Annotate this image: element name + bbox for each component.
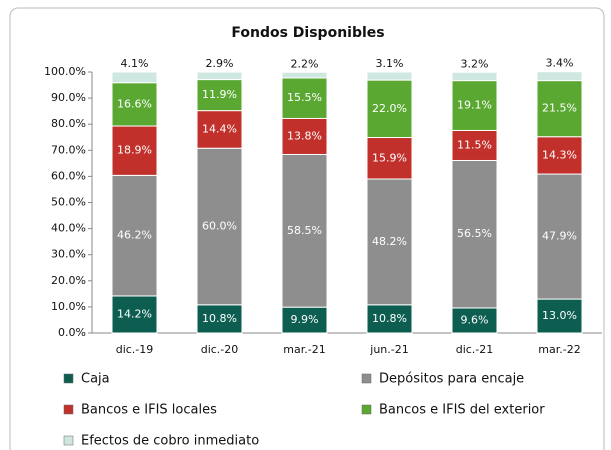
data-label: 46.2% bbox=[117, 229, 152, 242]
y-tick-label: 90.0% bbox=[51, 91, 86, 104]
data-label: 3.4% bbox=[546, 57, 574, 70]
x-tick-label: jun.-21 bbox=[369, 343, 408, 356]
y-tick-label: 40.0% bbox=[51, 222, 86, 235]
data-label: 15.9% bbox=[372, 151, 407, 164]
y-tick-label: 70.0% bbox=[51, 143, 86, 156]
x-tick-label: dic.-19 bbox=[116, 343, 154, 356]
bar-segment bbox=[111, 295, 158, 334]
chart-title: Fondos Disponibles bbox=[231, 25, 384, 41]
data-label: 13.0% bbox=[542, 309, 577, 322]
y-tick-label: 80.0% bbox=[51, 117, 86, 130]
legend-label: Caja bbox=[81, 372, 110, 387]
bar-segment bbox=[111, 174, 158, 297]
bar-segment bbox=[281, 117, 328, 155]
bar-segment bbox=[536, 136, 583, 175]
legend-swatch bbox=[63, 435, 74, 446]
bar-segment bbox=[111, 82, 158, 127]
legend-label: Bancos e IFIS locales bbox=[81, 403, 217, 418]
data-label: 21.5% bbox=[542, 102, 577, 115]
data-label: 18.9% bbox=[117, 144, 152, 157]
bar-segment bbox=[281, 306, 328, 334]
legend-swatch bbox=[361, 373, 372, 384]
y-tick-label: 60.0% bbox=[51, 169, 86, 182]
data-label: 2.9% bbox=[206, 57, 234, 70]
data-label: 22.0% bbox=[372, 102, 407, 115]
data-label: 56.5% bbox=[457, 227, 492, 240]
data-label: 3.2% bbox=[461, 57, 489, 70]
data-label: 10.8% bbox=[372, 312, 407, 325]
bar-segment bbox=[196, 79, 243, 112]
bar-segment bbox=[366, 79, 413, 139]
y-tick-label: 0.0% bbox=[58, 326, 86, 339]
x-tick-label: mar.-22 bbox=[538, 343, 580, 356]
data-label: 58.5% bbox=[287, 224, 322, 237]
x-tick-label: dic.-21 bbox=[456, 343, 494, 356]
y-tick-label: 100.0% bbox=[44, 65, 86, 78]
data-label: 3.1% bbox=[376, 57, 404, 70]
legend-swatch bbox=[361, 404, 372, 415]
data-label: 2.2% bbox=[291, 57, 319, 70]
bar-segment bbox=[281, 77, 328, 119]
data-label: 13.8% bbox=[287, 129, 322, 142]
bar-segment bbox=[451, 159, 498, 309]
bar-segment bbox=[366, 71, 413, 81]
y-tick-label: 30.0% bbox=[51, 248, 86, 261]
bar-segment bbox=[366, 137, 413, 180]
legend-swatch bbox=[63, 373, 74, 384]
data-label: 16.6% bbox=[117, 97, 152, 110]
data-label: 4.1% bbox=[121, 57, 149, 70]
y-tick-label: 20.0% bbox=[51, 274, 86, 287]
bar-segment bbox=[536, 71, 583, 82]
legend-swatch bbox=[63, 404, 74, 415]
data-label: 48.2% bbox=[372, 235, 407, 248]
bar-segment bbox=[281, 71, 328, 79]
bar-segment bbox=[451, 80, 498, 131]
bar-segment bbox=[366, 178, 413, 306]
x-tick-label: dic.-20 bbox=[201, 343, 239, 356]
y-tick-label: 50.0% bbox=[51, 196, 86, 209]
bar-segment bbox=[196, 71, 243, 81]
data-label: 47.9% bbox=[542, 230, 577, 243]
legend-label: Bancos e IFIS del exterior bbox=[379, 403, 545, 418]
bar-segment bbox=[281, 153, 328, 308]
bar-segment bbox=[111, 71, 158, 84]
data-label: 11.5% bbox=[457, 138, 492, 151]
bar-segment bbox=[536, 298, 583, 334]
data-label: 19.1% bbox=[457, 99, 492, 112]
x-tick-label: mar.-21 bbox=[283, 343, 325, 356]
data-label: 15.5% bbox=[287, 91, 322, 104]
bar-segment bbox=[196, 304, 243, 334]
bar-segment bbox=[451, 129, 498, 161]
data-label: 10.8% bbox=[202, 312, 237, 325]
data-label: 9.9% bbox=[291, 313, 319, 326]
data-label: 14.2% bbox=[117, 307, 152, 320]
legend-label: Efectos de cobro inmediato bbox=[81, 434, 259, 449]
data-label: 9.6% bbox=[461, 313, 489, 326]
data-label: 11.9% bbox=[202, 88, 237, 101]
data-label: 60.0% bbox=[202, 220, 237, 233]
legend-label: Depósitos para encaje bbox=[379, 372, 524, 387]
bar-segment bbox=[451, 71, 498, 82]
bar-segment bbox=[536, 173, 583, 300]
bar-segment bbox=[111, 125, 158, 176]
y-tick-label: 10.0% bbox=[51, 300, 86, 313]
bar-segment bbox=[196, 147, 243, 306]
data-label: 14.4% bbox=[202, 122, 237, 135]
data-label: 14.3% bbox=[542, 148, 577, 161]
bar-segment bbox=[196, 110, 243, 149]
bar-segment bbox=[366, 304, 413, 334]
